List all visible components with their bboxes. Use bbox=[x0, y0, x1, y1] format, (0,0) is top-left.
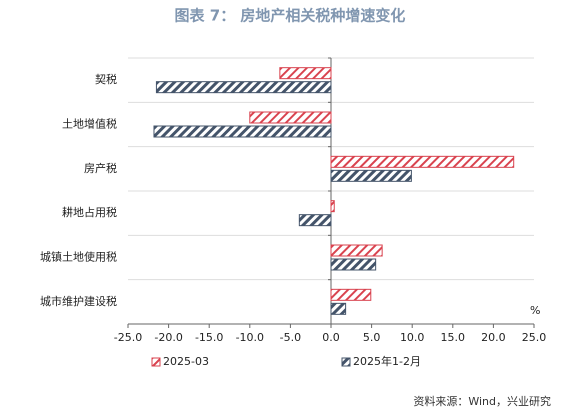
bar bbox=[330, 244, 383, 257]
bar bbox=[330, 169, 412, 182]
bar bbox=[153, 125, 332, 138]
bar bbox=[249, 111, 332, 124]
bar bbox=[330, 302, 347, 315]
x-tick-label: 5.0 bbox=[363, 331, 381, 344]
legend-swatch bbox=[151, 357, 161, 367]
legend-swatch bbox=[341, 357, 351, 367]
unit-label: % bbox=[530, 304, 540, 317]
bar bbox=[330, 155, 515, 168]
x-tick-label: 10.0 bbox=[400, 331, 425, 344]
x-tick-label: -5.0 bbox=[280, 331, 301, 344]
bar bbox=[330, 258, 377, 271]
y-tick-label: 契税 bbox=[95, 72, 117, 86]
y-tick-label: 房产税 bbox=[84, 161, 117, 175]
x-tick-label: 20.0 bbox=[481, 331, 506, 344]
bar bbox=[330, 288, 372, 301]
x-tick-label: 15.0 bbox=[441, 331, 466, 344]
x-tick-label: -10.0 bbox=[236, 331, 264, 344]
y-tick-label: 土地增值税 bbox=[62, 117, 117, 131]
bar bbox=[279, 67, 332, 80]
legend-label: 2025年1-2月 bbox=[353, 354, 421, 368]
x-tick-label: 0.0 bbox=[322, 331, 340, 344]
bar bbox=[155, 81, 332, 94]
y-tick-label: 城市维护建设税 bbox=[40, 294, 117, 308]
x-tick-label: 25.0 bbox=[522, 331, 547, 344]
chart-title: 图表 7： 房地产相关税种增速变化 bbox=[175, 7, 406, 25]
y-tick-label: 城镇土地使用税 bbox=[40, 250, 117, 264]
bar bbox=[330, 200, 335, 213]
x-tick-label: -15.0 bbox=[195, 331, 223, 344]
x-tick-label: -20.0 bbox=[154, 331, 182, 344]
x-tick-label: -25.0 bbox=[114, 331, 142, 344]
y-tick-label: 耕地占用税 bbox=[62, 205, 117, 219]
source: 资料来源：Wind，兴业研究 bbox=[413, 394, 551, 408]
legend-label: 2025-03 bbox=[163, 355, 209, 368]
bar bbox=[298, 214, 332, 227]
